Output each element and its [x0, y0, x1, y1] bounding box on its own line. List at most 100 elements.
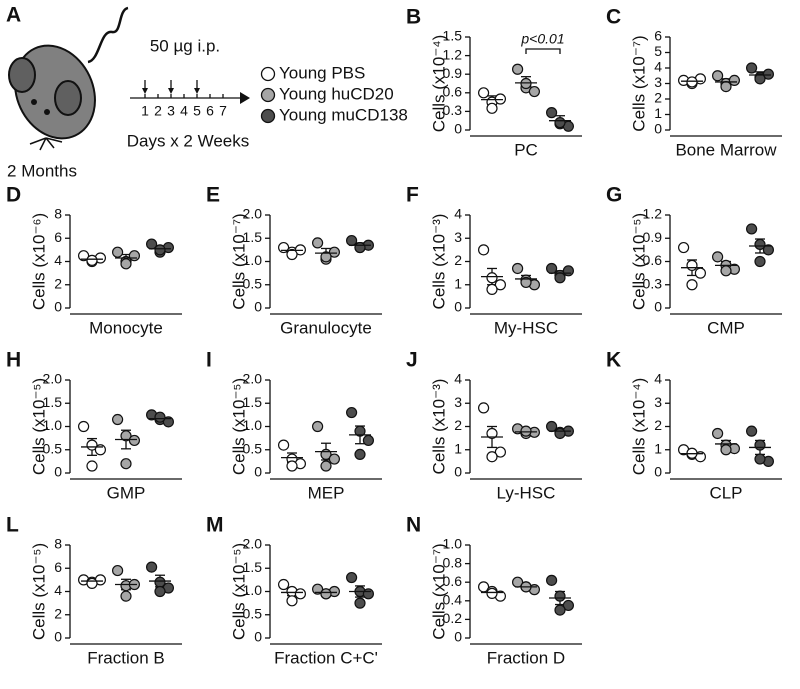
y-tick-label: 6	[654, 28, 662, 44]
x-axis-label: GMP	[107, 483, 146, 502]
data-point	[86, 254, 98, 266]
data-point	[346, 571, 358, 584]
x-axis-label: MEP	[308, 483, 345, 502]
data-point	[77, 420, 90, 433]
y-tick-label: 1.5	[443, 28, 463, 44]
data-point	[346, 234, 358, 247]
data-point	[520, 276, 532, 289]
data-point	[278, 578, 290, 591]
y-tick-label: 2.0	[243, 536, 263, 552]
data-point	[545, 574, 558, 586]
data-point	[312, 420, 324, 433]
y-tick-label: 1.5	[243, 394, 263, 410]
y-tick-label: 1.2	[443, 46, 463, 62]
data-point	[562, 599, 575, 612]
data-point	[720, 80, 732, 93]
data-point	[286, 595, 298, 607]
data-point	[562, 265, 575, 277]
data-point	[154, 244, 166, 256]
data-point	[686, 76, 698, 88]
y-tick-label: 1	[454, 440, 462, 456]
data-point	[328, 453, 340, 465]
data-point	[754, 238, 766, 251]
y-tick-label: 1.0	[443, 536, 463, 552]
y-tick-label: 0.6	[643, 252, 663, 268]
y-tick-label: 3	[654, 74, 662, 90]
data-point	[762, 68, 775, 80]
x-axis-label: Granulocyte	[280, 318, 372, 337]
y-tick-label: 0	[654, 464, 662, 480]
data-point	[362, 588, 374, 600]
data-point	[320, 251, 332, 263]
data-point	[146, 561, 158, 573]
x-axis-label: Fraction B	[87, 648, 164, 667]
data-point	[545, 262, 558, 275]
y-tick-label: 1	[654, 440, 662, 456]
y-tick-label: 0.3	[443, 102, 463, 118]
y-axis-label: Cells (x10⁻⁵)	[229, 378, 248, 475]
data-point	[128, 250, 140, 262]
y-tick-label: 2	[654, 417, 662, 433]
data-point	[354, 241, 366, 254]
y-axis-label: Cells (x10⁻⁴)	[429, 35, 448, 133]
data-point	[754, 73, 766, 85]
data-point	[312, 237, 324, 249]
y-tick-label: 4	[54, 582, 62, 598]
data-point	[478, 402, 490, 414]
data-point	[745, 223, 758, 235]
y-axis-label: Cells (x10⁻⁶)	[29, 213, 48, 310]
data-point	[120, 590, 132, 602]
data-point	[346, 406, 358, 419]
y-tick-label: 4	[454, 371, 462, 387]
y-tick-label: 2	[54, 275, 62, 291]
y-tick-label: 0	[254, 629, 262, 645]
data-point	[278, 439, 290, 451]
data-point	[677, 241, 690, 254]
y-tick-label: 2.0	[243, 371, 263, 387]
panel-label: M	[206, 514, 224, 537]
data-point	[154, 585, 166, 598]
y-tick-label: 2.0	[243, 206, 263, 222]
legend-label: Young PBS	[279, 63, 365, 82]
y-tick-label: 1.0	[243, 417, 263, 433]
data-point	[128, 434, 140, 447]
data-point	[120, 258, 132, 270]
data-point	[511, 63, 524, 75]
y-tick-label: 4	[454, 206, 462, 222]
data-point	[554, 427, 566, 440]
panel-label: C	[606, 6, 621, 29]
y-tick-label: 0.3	[643, 275, 663, 291]
x-axis-label: Fraction C+C'	[274, 648, 378, 667]
data-point	[312, 583, 324, 595]
y-tick-label: 0	[454, 121, 462, 137]
data-point	[486, 102, 498, 114]
y-tick-label: 0	[54, 464, 62, 480]
y-tick-label: 0	[254, 464, 262, 480]
y-tick-label: 4	[654, 59, 662, 75]
day-label: 3	[167, 103, 175, 119]
y-tick-label: 0.9	[643, 229, 663, 245]
data-point	[711, 70, 724, 82]
y-tick-label: 0	[54, 299, 62, 315]
y-tick-label: 4	[654, 371, 662, 387]
legend-label: Young huCD20	[279, 84, 394, 103]
data-point	[111, 413, 124, 426]
y-axis-label: Cells (x10⁻⁷)	[229, 213, 248, 309]
y-tick-label: 1.0	[243, 582, 263, 598]
data-point	[120, 458, 132, 470]
y-axis-label: Cells (x10⁻⁵)	[29, 378, 48, 475]
panel-label: H	[6, 349, 21, 372]
significance-bracket	[525, 48, 561, 54]
data-point	[554, 272, 566, 284]
injection-head	[168, 88, 174, 94]
y-tick-label: 0.4	[443, 592, 463, 608]
y-tick-label: 0	[454, 464, 462, 480]
x-axis-label: PC	[514, 140, 538, 159]
dose-label: 50 µg i.p.	[150, 36, 220, 55]
data-point	[478, 87, 490, 99]
y-axis-label: Cells (x10⁻³)	[429, 214, 448, 310]
data-point	[354, 597, 366, 609]
y-tick-label: 2	[654, 90, 662, 106]
y-axis-label: Cells (x10⁻⁵)	[29, 543, 48, 640]
data-point	[162, 416, 174, 428]
